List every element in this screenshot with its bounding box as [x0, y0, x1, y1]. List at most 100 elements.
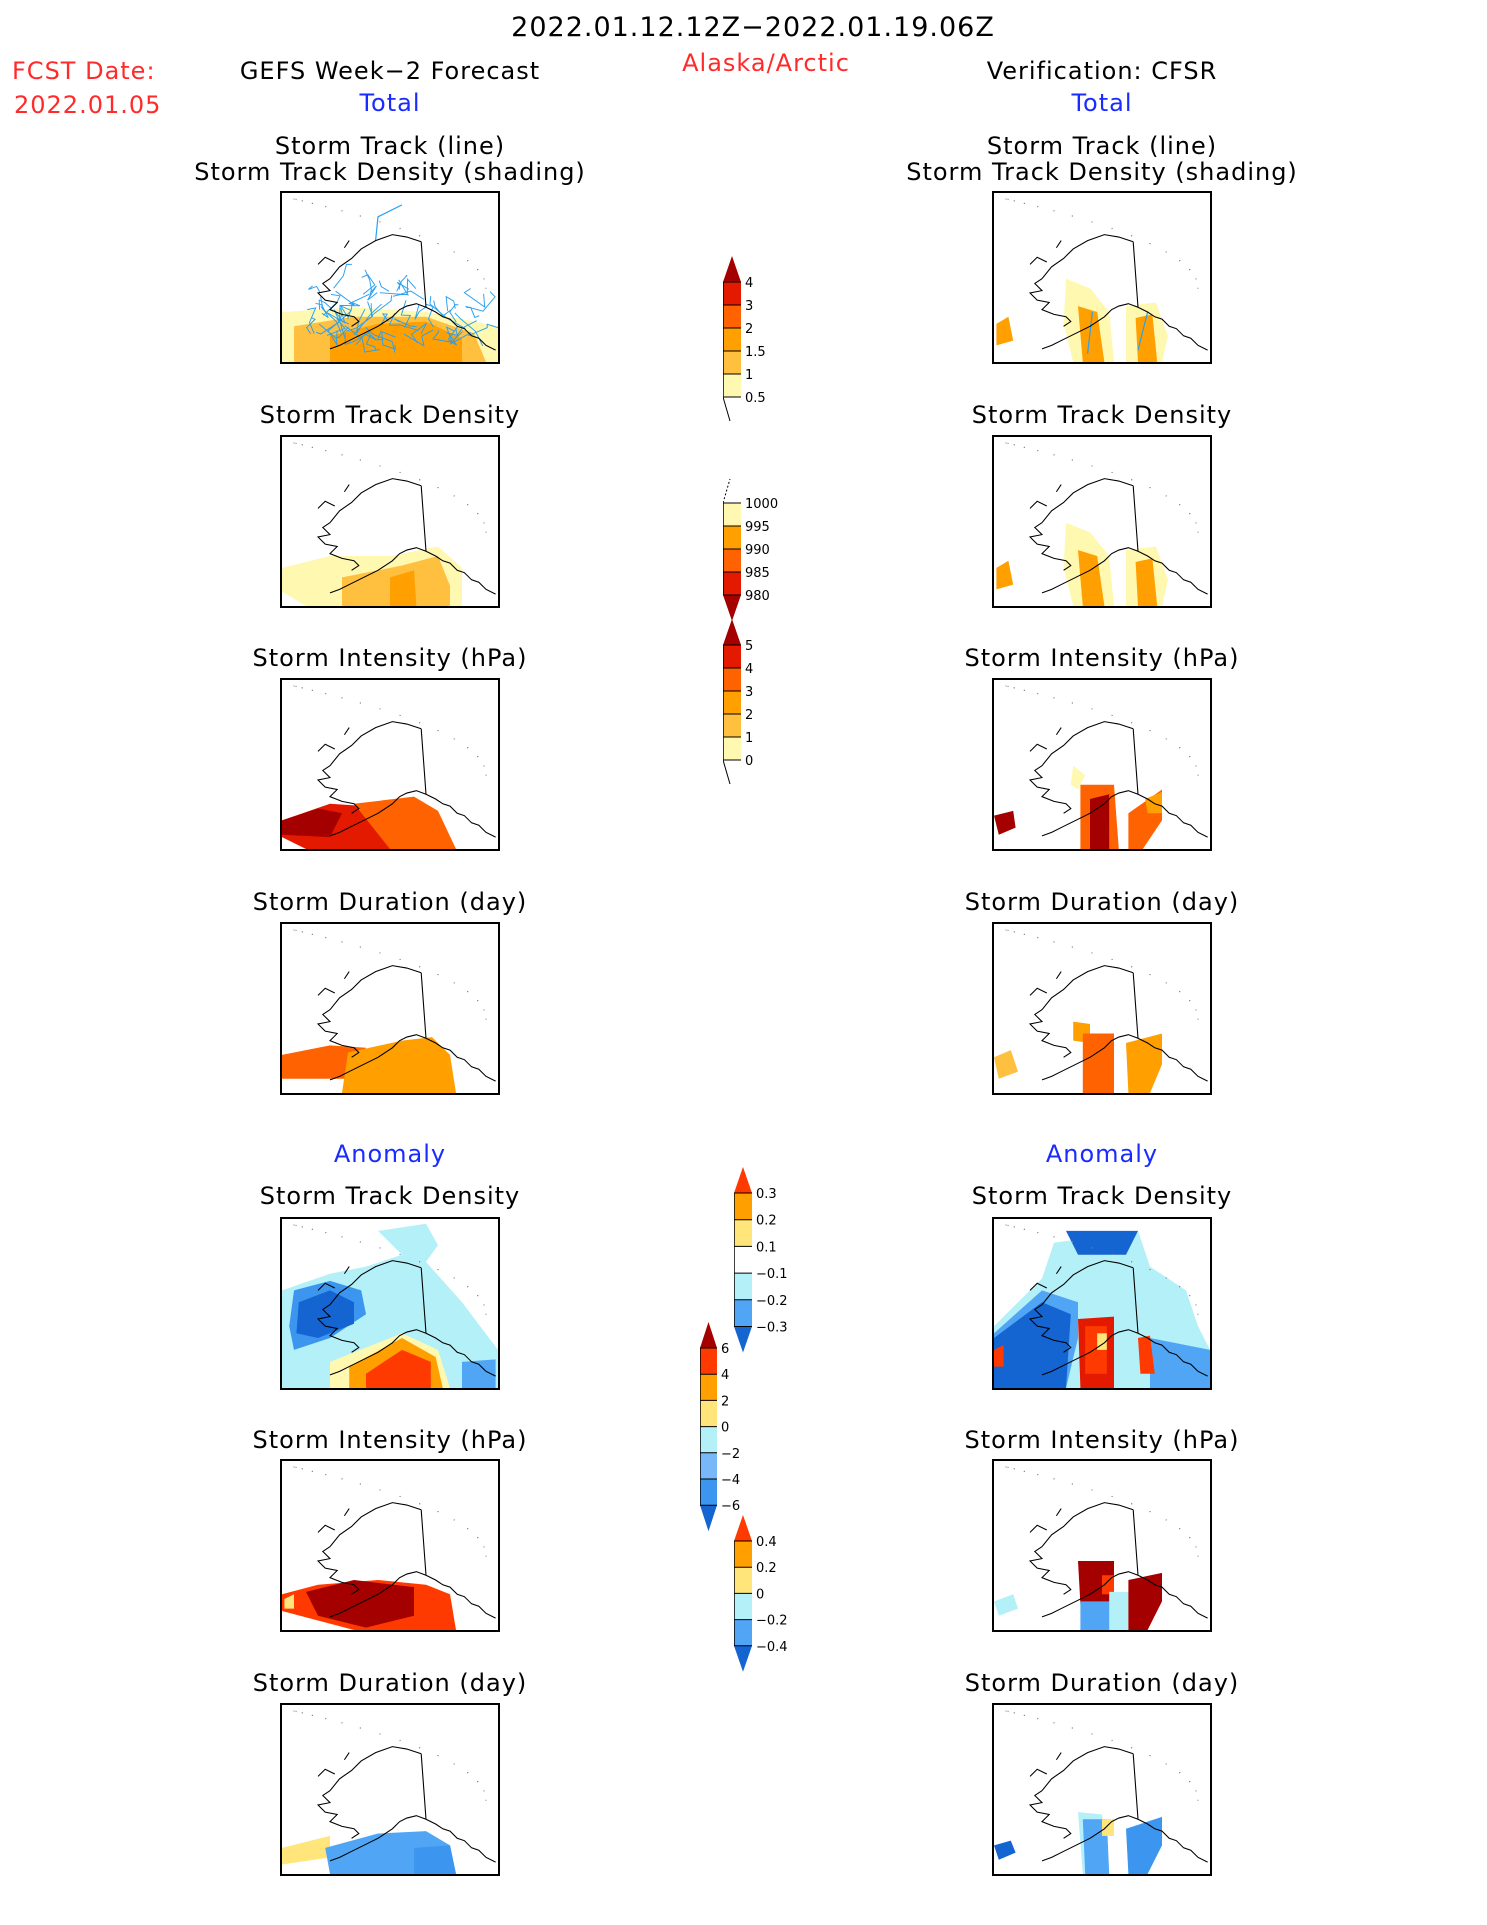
storm-track-line	[465, 291, 496, 312]
grid-dot	[485, 1018, 487, 1020]
storm-track-line	[378, 280, 390, 292]
panel-title: Storm Intensity (hPa)	[964, 644, 1240, 672]
grid-dot	[295, 442, 297, 445]
grid-dot	[1179, 747, 1181, 749]
storm-track-line	[432, 330, 453, 343]
shaded-region	[994, 1594, 1018, 1616]
colorbar-tick-label: 4	[745, 276, 753, 291]
colorbar-tick-label: 3	[745, 299, 753, 314]
storm-track-line	[388, 313, 419, 331]
shaded-region	[1150, 1338, 1210, 1388]
grid-dot	[1197, 1555, 1199, 1557]
grid-dot	[379, 465, 381, 467]
shaded-region	[994, 810, 1016, 835]
grid-dot	[1195, 522, 1197, 524]
colorbar-box	[700, 1374, 717, 1401]
grid-dot	[311, 1714, 313, 1716]
colorbar-box	[734, 1246, 752, 1274]
grid-dot	[453, 1763, 455, 1765]
grid-dot	[1053, 1722, 1055, 1724]
grid-dot	[341, 210, 343, 212]
coastline	[1028, 1502, 1208, 1619]
storm-track-line	[380, 313, 389, 326]
grid-dot	[1149, 1754, 1151, 1757]
grid-dot	[1111, 471, 1113, 474]
grid-dot	[1189, 513, 1191, 515]
storm-track-line	[445, 295, 456, 311]
storm-track-line	[344, 331, 371, 346]
storm-track-line	[392, 293, 409, 297]
grid-dot	[1189, 756, 1191, 758]
grid-dot	[437, 486, 439, 489]
grid-dot	[1131, 722, 1133, 724]
grid-dot	[1037, 937, 1039, 939]
colorbar-anomaly-density: 0.3 0.2 0.1 −0.1 −0.2 −0.3	[734, 1167, 788, 1353]
grid-dot	[1013, 687, 1015, 689]
grid-dot	[1091, 708, 1093, 710]
grid-dot	[295, 1710, 297, 1713]
colorbar-tick-label: 0.5	[745, 391, 766, 406]
grid-dot	[399, 714, 401, 717]
alaska-map	[282, 929, 496, 1093]
grid-dot	[359, 1483, 361, 1485]
grid-dot	[379, 221, 381, 223]
colorbar-anomaly-intensity: 6 4 2 0 −2 −4 −6	[700, 1322, 740, 1532]
grid-dot	[1195, 1009, 1197, 1011]
colorbar-tick-label: −6	[721, 1499, 740, 1514]
verification-anomaly-duration-panel	[992, 1703, 1212, 1876]
coastline	[1028, 234, 1208, 351]
grid-dot	[379, 1489, 381, 1491]
colorbar-box	[723, 351, 741, 374]
grid-dot	[1023, 1714, 1025, 1716]
colorbar-tick-label: 980	[745, 589, 770, 604]
grid-dot	[419, 966, 421, 968]
grid-dot	[1023, 689, 1025, 691]
storm-track-line	[365, 327, 396, 353]
colorbar-tick-label: 990	[745, 543, 770, 558]
grid-dot	[1071, 1483, 1073, 1485]
alaska-map	[996, 442, 1208, 606]
alaska-map	[994, 929, 1208, 1093]
grid-dot	[359, 702, 361, 704]
grid-dot	[311, 689, 313, 691]
colorbar-box	[723, 328, 741, 351]
grid-dot	[1111, 1495, 1113, 1498]
grid-dot	[295, 1466, 297, 1469]
grid-dot	[311, 1228, 313, 1230]
grid-dot	[483, 1009, 485, 1011]
grid-dot	[359, 1241, 361, 1243]
grid-dot	[1013, 1226, 1015, 1228]
grid-dot	[1037, 1232, 1039, 1234]
storm-track-line	[393, 318, 417, 328]
grid-dot	[359, 215, 361, 217]
colorbar-anomaly-duration: 0.4 0.2 0 −0.2 −0.4	[734, 1515, 788, 1672]
grid-dot	[301, 200, 303, 202]
grid-dot	[453, 738, 455, 740]
panel-title: Storm Track Density	[971, 1182, 1233, 1210]
storm-track-line	[316, 313, 343, 335]
shaded-region	[994, 1302, 1071, 1388]
panel-title: Storm Track Density	[971, 401, 1233, 429]
coastline	[316, 1746, 496, 1863]
panel-title: Storm Track Density (shading)	[906, 158, 1298, 186]
grid-dot	[453, 982, 455, 984]
alaska-map	[994, 1466, 1208, 1630]
colorbar-box	[723, 714, 741, 737]
grid-dot	[341, 1478, 343, 1480]
coastline	[316, 721, 496, 838]
grid-dot	[1179, 991, 1181, 993]
colorbar-tick-label: −0.4	[756, 1640, 788, 1655]
panel-title: Storm Duration (day)	[252, 1669, 528, 1697]
grid-dot	[1111, 1253, 1113, 1256]
grid-dot	[483, 1546, 485, 1548]
alaska-map	[994, 1710, 1208, 1874]
colorbar-box	[734, 1219, 752, 1247]
alaska-map	[282, 1466, 496, 1630]
verification-density-panel	[992, 435, 1212, 608]
colorbar-box	[723, 668, 741, 691]
panel-title: Storm Track Density	[259, 401, 521, 429]
colorbar-tick-label: 1.5	[745, 345, 766, 360]
colorbar-tick-label: 0	[756, 1587, 764, 1602]
grid-dot	[301, 1226, 303, 1228]
grid-dot	[1023, 1470, 1025, 1472]
